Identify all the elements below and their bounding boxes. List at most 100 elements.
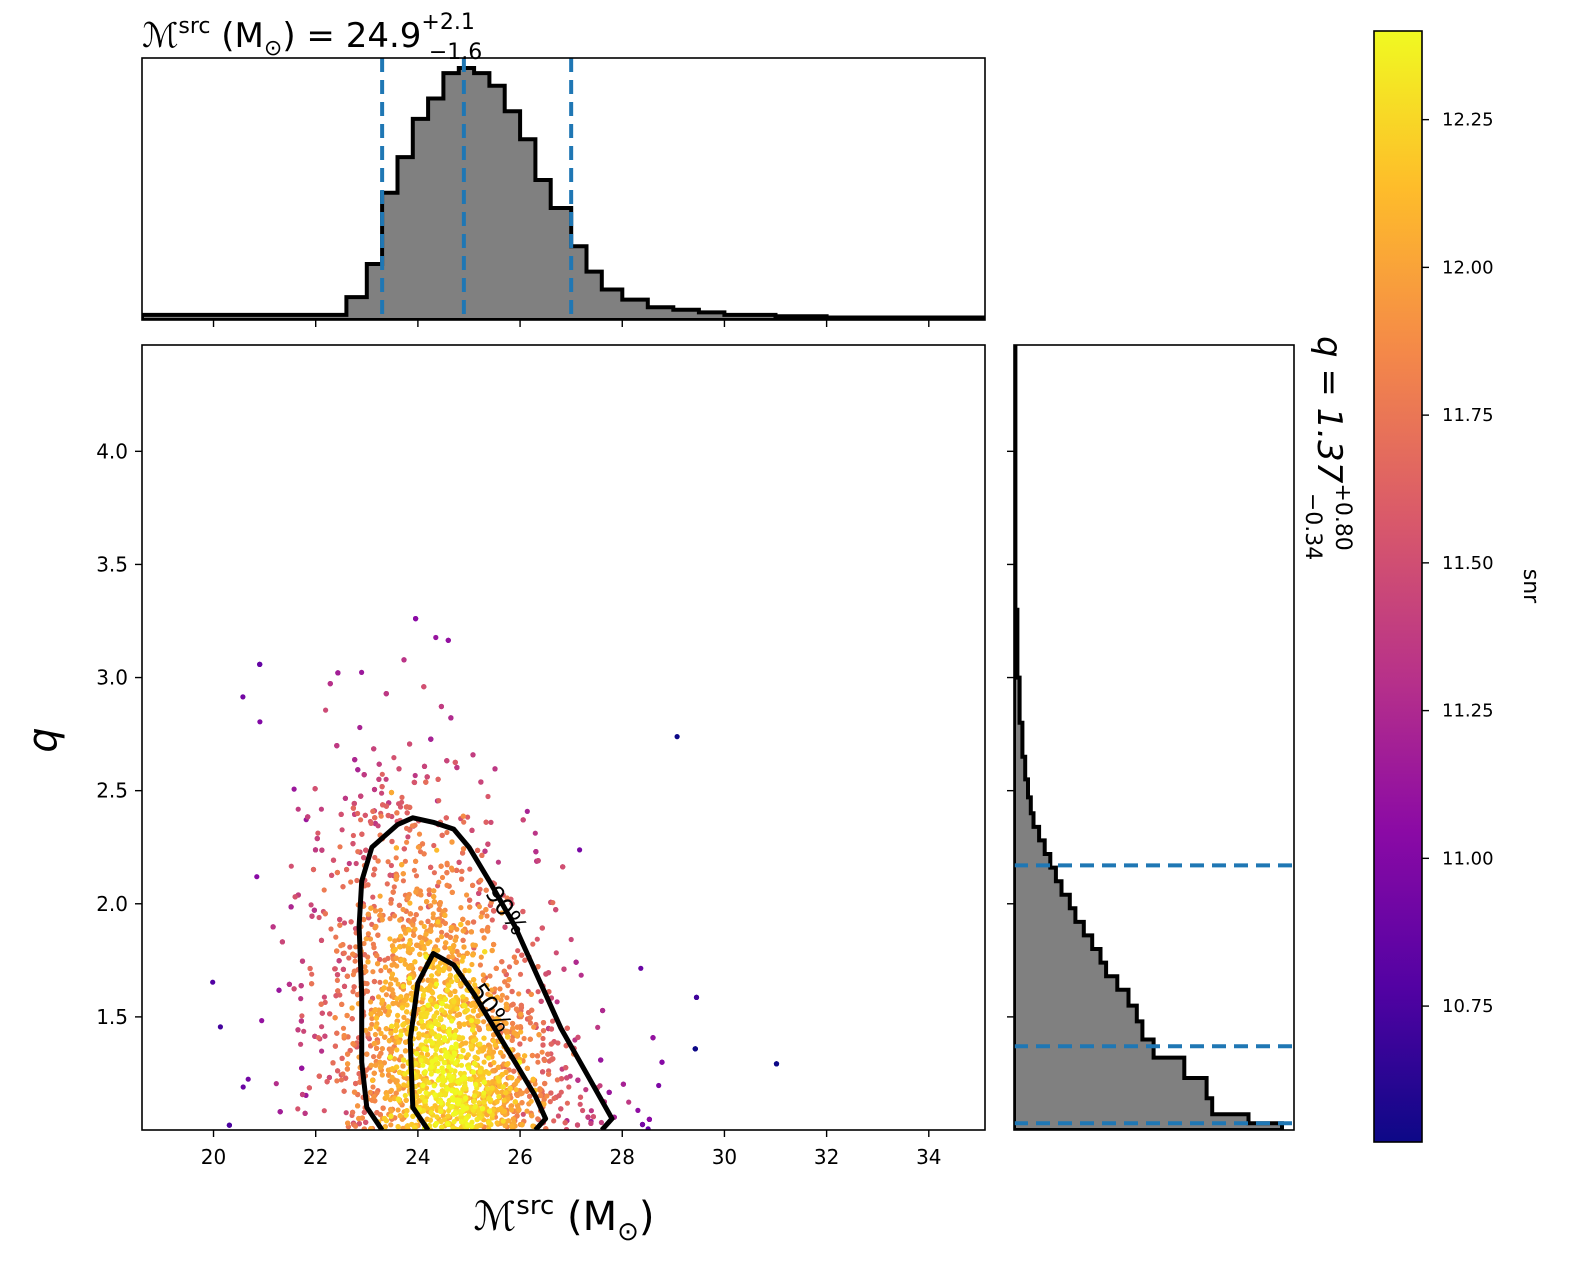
scatter-point bbox=[554, 1077, 561, 1083]
scatter-point bbox=[528, 991, 534, 997]
scatter-point bbox=[500, 1118, 506, 1124]
scatter-point bbox=[377, 956, 383, 963]
scatter-point bbox=[436, 968, 442, 974]
scatter-point bbox=[481, 1035, 487, 1041]
scatter-point bbox=[454, 1012, 460, 1018]
scatter-point bbox=[639, 1121, 646, 1128]
scatter-point bbox=[404, 994, 410, 1000]
scatter-point bbox=[367, 936, 374, 942]
scatter-point bbox=[430, 990, 436, 996]
scatter-point bbox=[490, 1068, 496, 1074]
scatter-point bbox=[324, 1079, 330, 1085]
scatter-point bbox=[583, 1087, 589, 1093]
scatter-point bbox=[486, 1096, 492, 1102]
scatter-point bbox=[370, 1084, 376, 1090]
scatter-point bbox=[475, 847, 481, 854]
scatter-point bbox=[439, 934, 445, 940]
scatter-point bbox=[578, 972, 584, 978]
scatter-point bbox=[558, 1076, 565, 1082]
scatter-point bbox=[555, 1113, 562, 1119]
scatter-point bbox=[295, 1106, 301, 1112]
scatter-point bbox=[420, 1006, 426, 1012]
scatter-point bbox=[503, 1020, 509, 1026]
scatter-point bbox=[550, 900, 556, 906]
scatter-point bbox=[406, 980, 412, 986]
scatter-point bbox=[539, 925, 545, 931]
scatter-point bbox=[468, 1076, 474, 1082]
scatter-point bbox=[398, 1032, 404, 1038]
scatter-point bbox=[504, 895, 510, 901]
scatter-point bbox=[497, 986, 503, 992]
scatter-point bbox=[477, 1069, 483, 1075]
scatter-point bbox=[421, 923, 427, 930]
scatter-point bbox=[431, 894, 437, 900]
scatter-point bbox=[350, 1109, 356, 1115]
scatter-point bbox=[442, 1092, 448, 1098]
scatter-point bbox=[350, 989, 356, 995]
scatter-point bbox=[400, 1063, 406, 1069]
scatter-point bbox=[349, 1005, 355, 1011]
scatter-point bbox=[474, 1085, 480, 1091]
scatter-point bbox=[412, 926, 418, 932]
scatter-point bbox=[295, 1027, 301, 1033]
scatter-point bbox=[491, 1060, 497, 1066]
scatter-point bbox=[396, 766, 402, 772]
scatter-point bbox=[374, 1045, 380, 1051]
scatter-point bbox=[465, 1052, 471, 1058]
scatter-point bbox=[375, 994, 382, 1000]
scatter-point bbox=[388, 1122, 394, 1128]
scatter-point bbox=[379, 790, 385, 796]
scatter-point bbox=[459, 868, 465, 874]
scatter-point bbox=[541, 1101, 547, 1107]
scatter-point bbox=[393, 977, 399, 983]
scatter-point bbox=[551, 1118, 557, 1124]
scatter-point bbox=[433, 1018, 439, 1024]
scatter-point bbox=[305, 814, 311, 820]
scatter-point bbox=[378, 1030, 384, 1036]
scatter-point bbox=[318, 937, 325, 944]
mchirp-marginal-ticks bbox=[212, 320, 930, 327]
scatter-point bbox=[341, 950, 347, 956]
scatter-point bbox=[379, 1046, 385, 1052]
scatter-point bbox=[350, 805, 356, 811]
scatter-point bbox=[407, 911, 413, 917]
scatter-point bbox=[365, 931, 371, 937]
scatter-point bbox=[363, 1027, 369, 1033]
scatter-point bbox=[411, 779, 417, 785]
scatter-point bbox=[370, 894, 376, 900]
scatter-point bbox=[468, 929, 474, 935]
scatter-point bbox=[449, 954, 455, 960]
scatter-point bbox=[417, 934, 423, 941]
scatter-point bbox=[369, 1015, 375, 1022]
scatter-point bbox=[416, 1031, 422, 1037]
scatter-point bbox=[423, 954, 429, 960]
scatter-point bbox=[424, 1052, 431, 1058]
scatter-point bbox=[337, 916, 343, 923]
scatter-point bbox=[524, 1065, 531, 1071]
scatter-point bbox=[506, 977, 512, 983]
scatter-point bbox=[334, 1078, 340, 1084]
scatter-point bbox=[386, 1008, 393, 1015]
scatter-point bbox=[375, 961, 381, 967]
scatter-point bbox=[405, 834, 411, 840]
scatter-point bbox=[501, 1097, 507, 1103]
scatter-point bbox=[460, 916, 466, 922]
scatter-point bbox=[471, 1093, 478, 1099]
scatter-point bbox=[336, 958, 342, 964]
scatter-point bbox=[371, 1070, 377, 1076]
scatter-point bbox=[404, 1009, 410, 1015]
scatter-point bbox=[327, 1011, 333, 1017]
scatter-point bbox=[396, 1039, 402, 1045]
scatter-point bbox=[495, 1089, 501, 1095]
scatter-point bbox=[357, 724, 363, 731]
scatter-point bbox=[338, 811, 344, 818]
scatter-point bbox=[401, 943, 407, 949]
scatter-point bbox=[496, 1078, 502, 1084]
scatter-point bbox=[476, 904, 482, 910]
scatter-point bbox=[486, 1025, 492, 1032]
scatter-point bbox=[438, 703, 444, 710]
scatter-point bbox=[410, 1113, 416, 1119]
scatter-point bbox=[340, 1071, 346, 1077]
scatter-point bbox=[355, 849, 361, 855]
scatter-point bbox=[484, 982, 490, 989]
